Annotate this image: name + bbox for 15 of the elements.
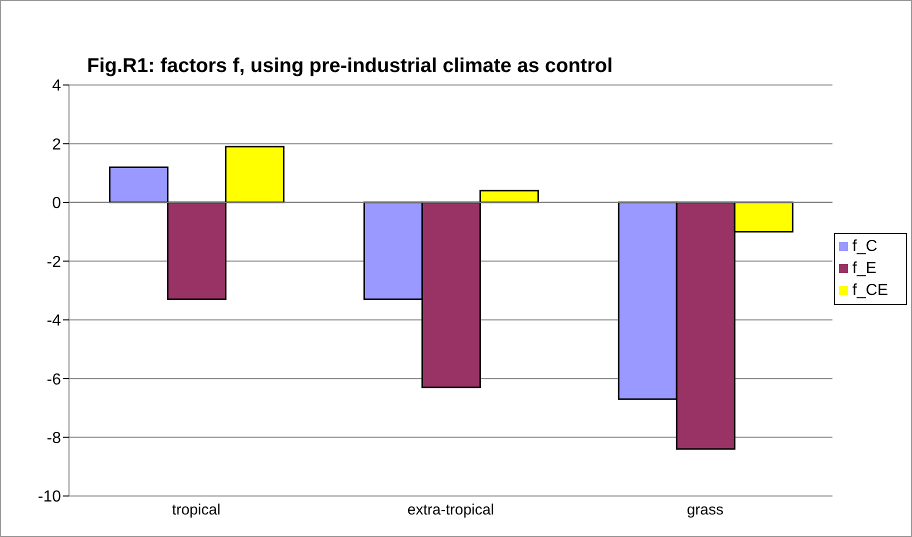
y-tick-label: -6 [46,371,62,388]
legend-label: f_E [852,260,876,276]
y-tick-label: -4 [46,312,62,330]
chart-title: Fig.R1: factors f, using pre-industrial climate as control [87,55,613,78]
legend-label: f_C [852,238,878,254]
y-tick-label: -2 [46,254,62,271]
y-tick-label: 2 [52,136,62,154]
x-tick-label: grass [686,502,724,519]
y-tick-label: 0 [52,195,62,212]
legend-label: f_CE [852,282,888,298]
y-tick-label: -10 [38,488,62,506]
x-tick-label: extra-tropical [407,502,494,519]
x-tick-label: tropical [172,502,220,519]
y-tick-label: -8 [46,430,62,447]
y-tick-label: 4 [52,78,62,95]
